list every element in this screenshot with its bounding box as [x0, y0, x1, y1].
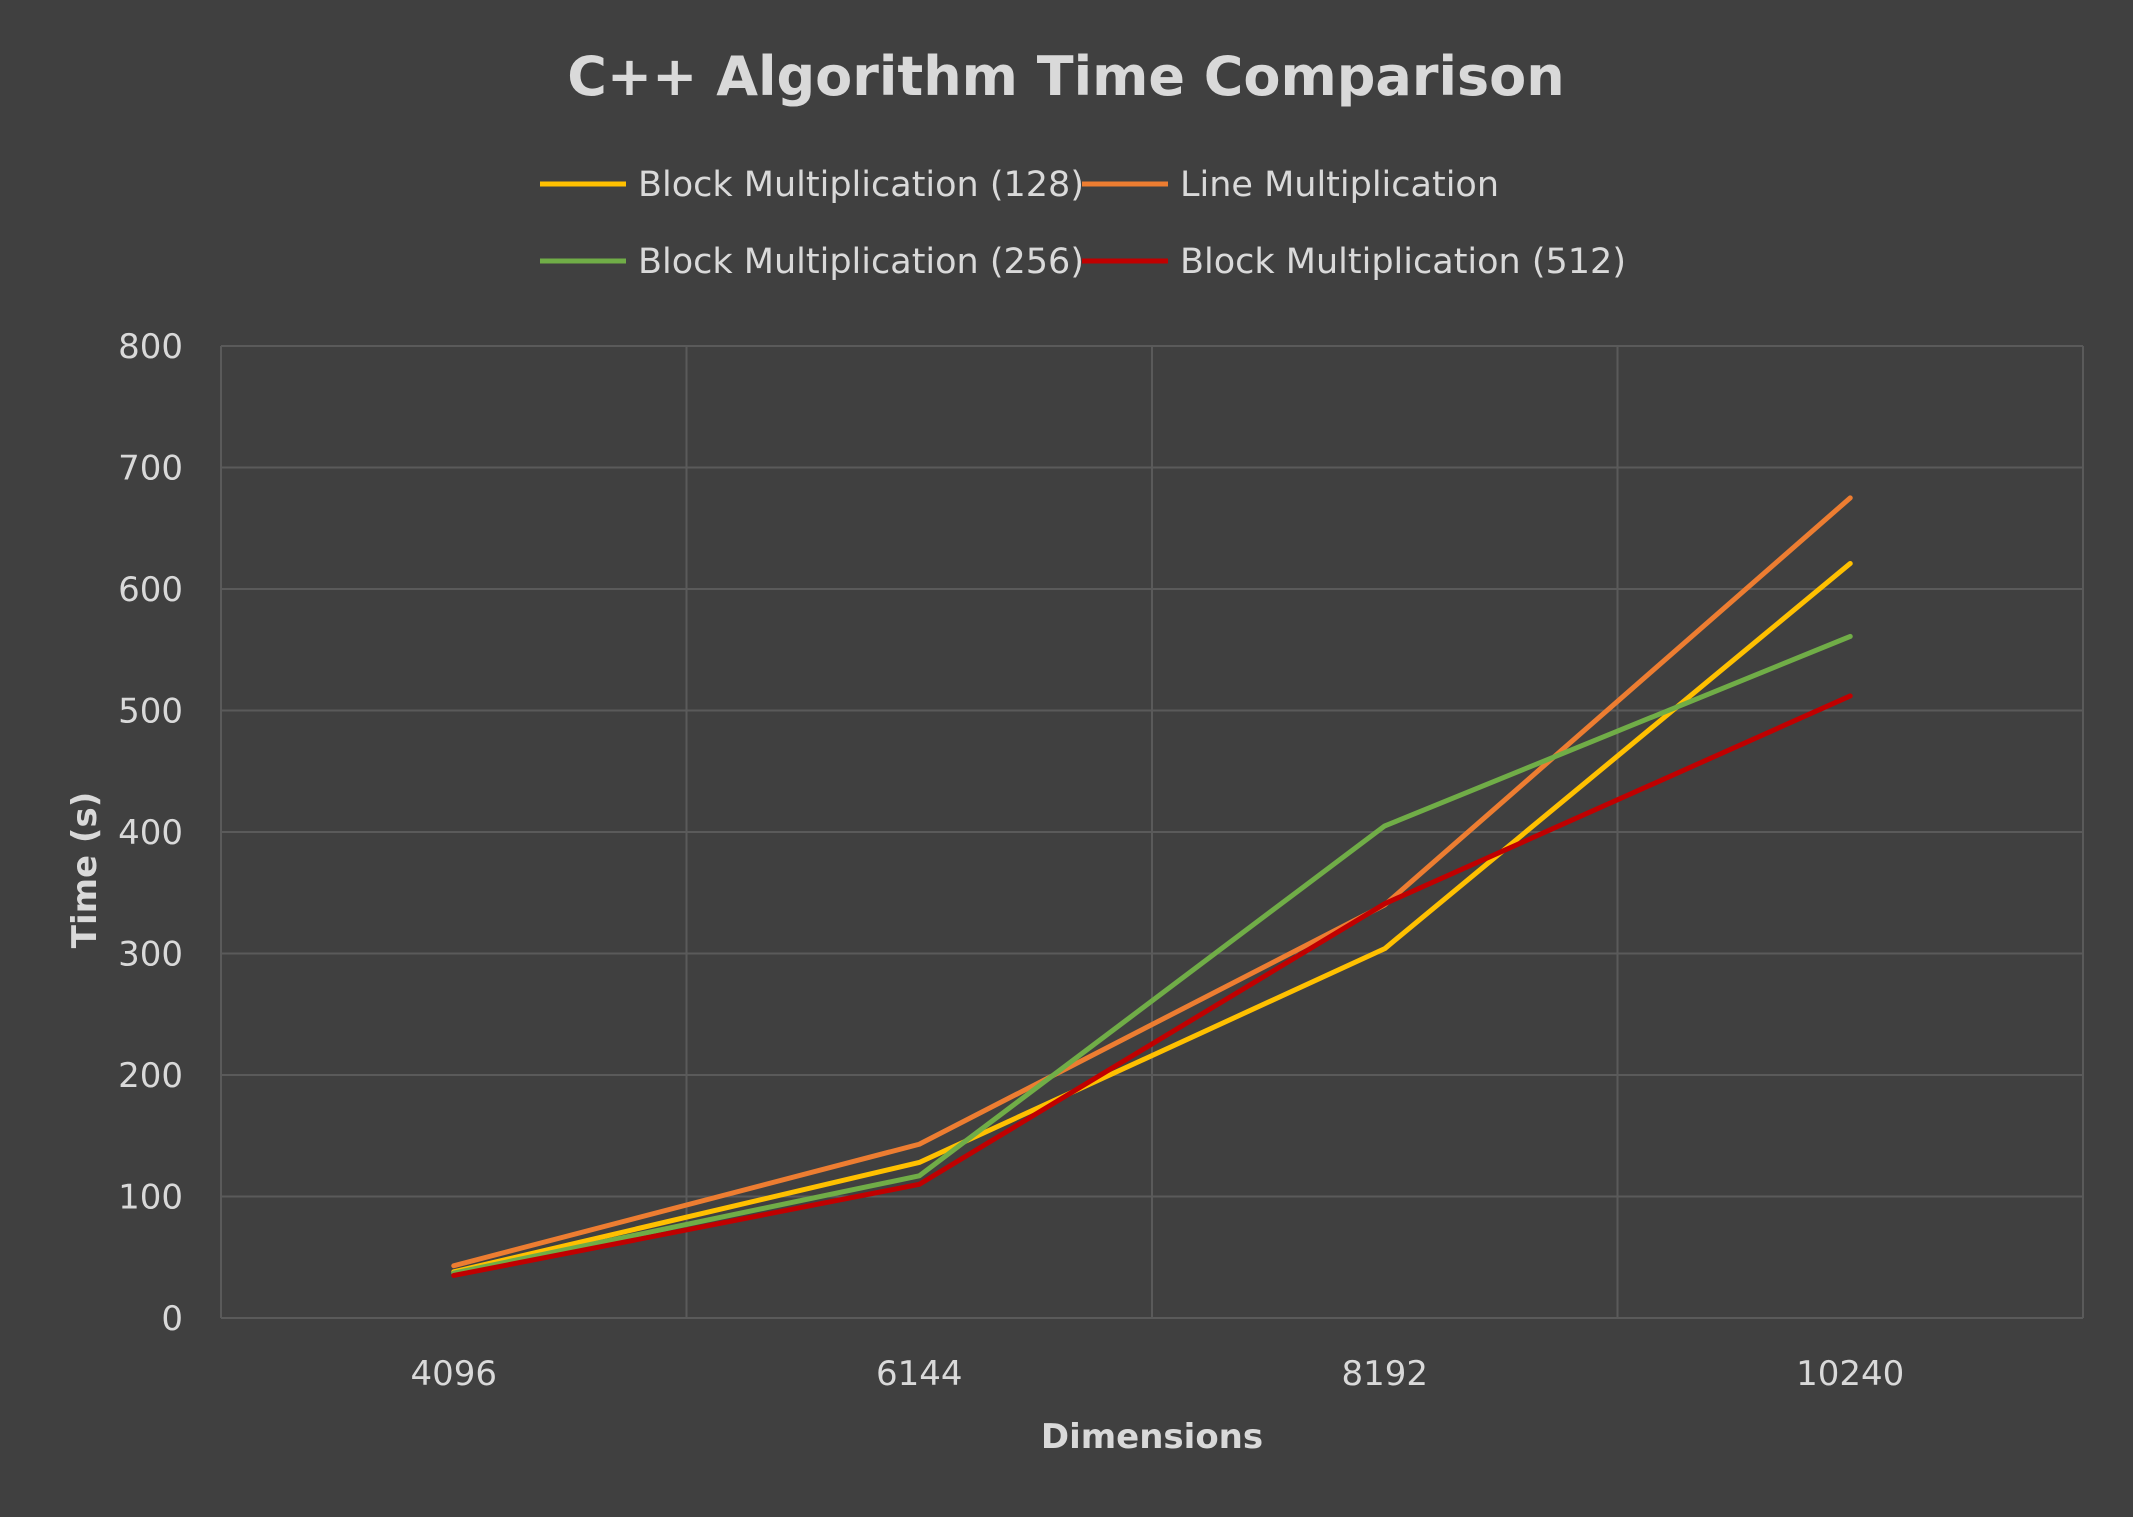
y-axis-ticks: 0 100 200 300 400 500 600 700 800: [118, 327, 183, 1339]
y-tick-label: 300: [118, 935, 183, 975]
series-line-1: [451, 560, 1853, 1275]
y-tick-label: 200: [118, 1056, 183, 1096]
legend-item-1: Block Multiplication (128): [540, 165, 1084, 205]
legend-label: Line Multiplication: [1180, 165, 1499, 205]
legend-item-3: Block Multiplication (256): [540, 242, 1084, 282]
y-tick-label: 0: [161, 1299, 183, 1339]
x-tick-label: 8192: [1341, 1354, 1428, 1394]
legend-label: Block Multiplication (256): [638, 242, 1084, 282]
chart-title: C++ Algorithm Time Comparison: [567, 45, 1564, 108]
series-lines: [451, 495, 1853, 1278]
legend-item-4: Block Multiplication (512): [1082, 242, 1626, 282]
series-line-3: [451, 633, 1853, 1276]
gridlines: [220, 345, 2084, 1319]
x-tick-label: 6144: [876, 1354, 963, 1394]
y-tick-label: 100: [118, 1178, 183, 1218]
x-tick-label: 4096: [410, 1354, 497, 1394]
y-tick-label: 600: [118, 570, 183, 610]
x-tick-label: 10240: [1796, 1354, 1904, 1394]
series-line-4: [451, 693, 1853, 1278]
y-axis-title: Time (s): [65, 792, 105, 949]
legend-item-2: Line Multiplication: [1082, 165, 1499, 205]
y-tick-label: 400: [118, 813, 183, 853]
legend-label: Block Multiplication (512): [1180, 242, 1626, 282]
y-tick-label: 800: [118, 327, 183, 367]
y-tick-label: 700: [118, 449, 183, 489]
series-line-2: [451, 495, 1853, 1269]
y-tick-label: 500: [118, 692, 183, 732]
legend-label: Block Multiplication (128): [638, 165, 1084, 205]
x-axis-title: Dimensions: [1041, 1417, 1263, 1457]
x-axis-ticks: 4096 6144 8192 10240: [410, 1354, 1904, 1394]
legend: Block Multiplication (128) Line Multiplic…: [540, 165, 1626, 282]
